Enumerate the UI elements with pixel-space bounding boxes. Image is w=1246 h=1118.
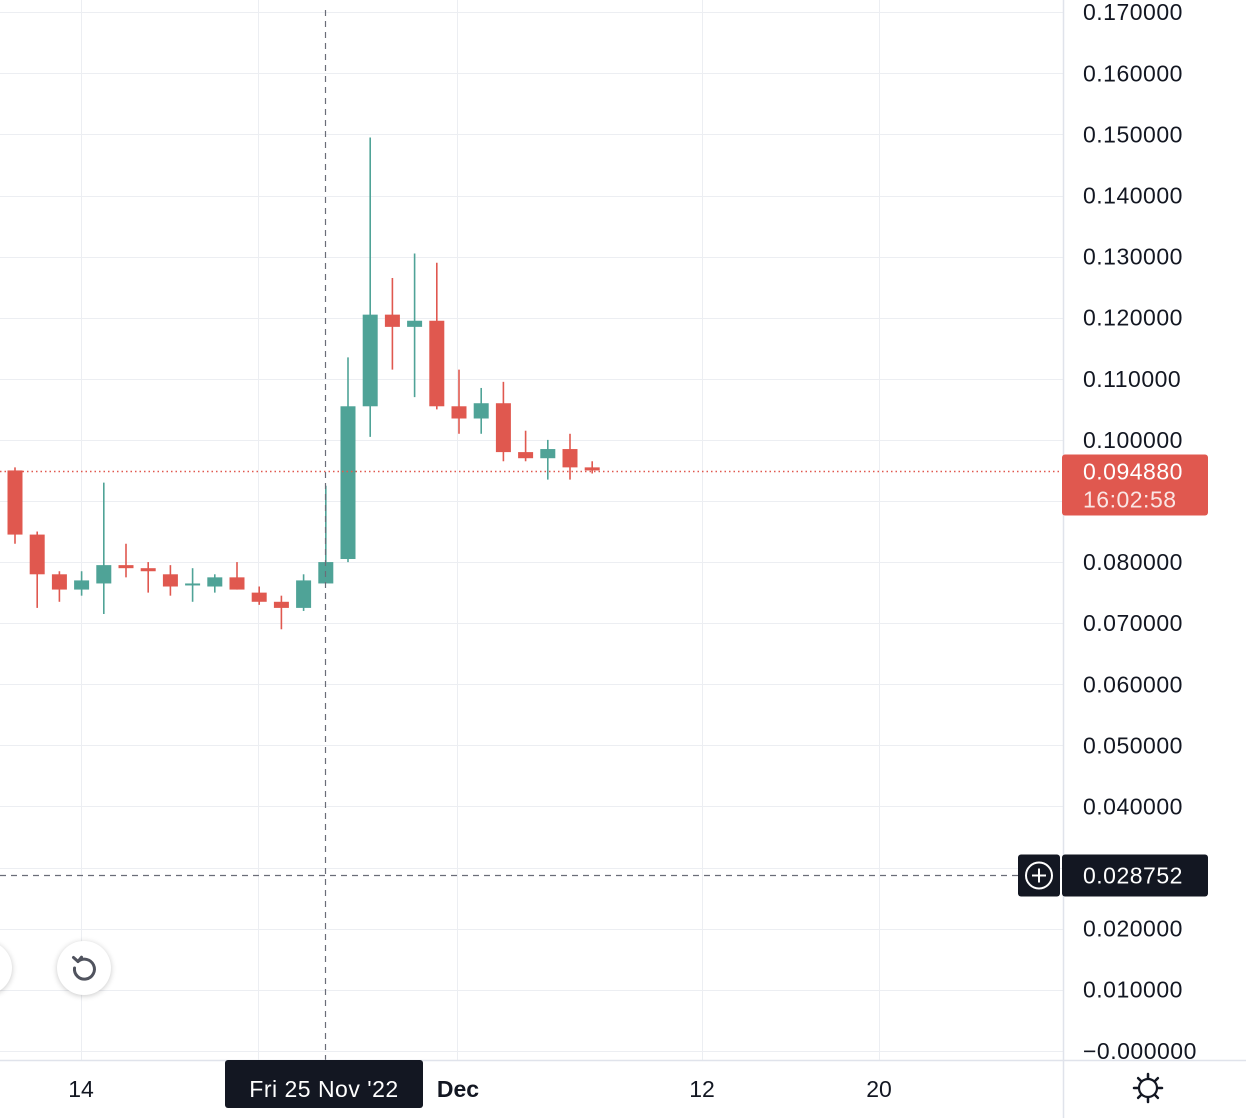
candles — [7, 137, 600, 630]
candle-body — [384, 314, 400, 327]
price-tick-label: 0.040000 — [1083, 793, 1183, 819]
candle-body — [207, 577, 223, 587]
last-price-label: 0.094880 — [1083, 459, 1183, 485]
plus-circle-icon — [1025, 861, 1053, 890]
candle — [584, 461, 600, 474]
candle-body — [362, 314, 378, 407]
candle — [340, 357, 356, 563]
candle — [473, 387, 489, 434]
candle-body — [340, 406, 356, 560]
refresh-icon — [72, 955, 96, 981]
candle-body — [495, 403, 511, 453]
candle-body — [273, 601, 289, 608]
price-tick-label: 0.070000 — [1083, 610, 1183, 636]
candle-body — [51, 574, 67, 590]
candle — [384, 277, 400, 370]
candle-body — [74, 580, 90, 590]
crosshair-price-tag-bg — [1062, 854, 1208, 897]
candle-body — [251, 592, 267, 602]
candle-body — [96, 565, 112, 584]
candle-body — [407, 320, 423, 327]
candle — [96, 482, 112, 615]
candle — [451, 369, 467, 434]
price-tick-label: 0.110000 — [1083, 366, 1181, 392]
grid-lines — [0, 0, 1063, 1060]
candle — [362, 137, 378, 437]
price-tick-label: 0.080000 — [1083, 549, 1183, 575]
overlays — [0, 10, 1063, 1060]
candle — [185, 568, 201, 602]
last-price-tag-bg — [1062, 454, 1208, 516]
crosshair-date-label: Fri 25 Nov '22 — [249, 1076, 398, 1102]
candle-body — [473, 403, 489, 419]
price-tick-label: 0.120000 — [1083, 305, 1183, 331]
candle — [7, 467, 23, 544]
candle — [207, 574, 223, 593]
candle — [429, 262, 445, 410]
candle — [540, 439, 556, 480]
price-tick-label: 0.020000 — [1083, 916, 1183, 942]
candle-body — [7, 470, 23, 535]
price-tick-label: 0.130000 — [1083, 244, 1183, 270]
candle-body — [29, 534, 45, 575]
candle — [118, 543, 134, 578]
candle-body — [229, 577, 245, 590]
candle-body — [429, 320, 445, 407]
gear-icon[interactable] — [1132, 1072, 1164, 1104]
time-tick-label: 12 — [689, 1076, 715, 1102]
price-tick-label: 0.170000 — [1083, 0, 1183, 25]
candle-body — [562, 449, 578, 468]
candle — [140, 562, 156, 593]
candle-body — [140, 568, 156, 572]
time-tick-label: Dec — [437, 1076, 479, 1102]
price-tick-label: 0.140000 — [1083, 183, 1183, 209]
candle-body — [296, 580, 312, 608]
candle-body — [540, 449, 556, 459]
candle — [318, 485, 334, 584]
countdown-label: 16:02:58 — [1083, 487, 1177, 513]
candle — [251, 586, 267, 605]
crosshair-price-label: 0.028752 — [1083, 863, 1183, 889]
candle — [495, 381, 511, 462]
time-tick-label: 20 — [866, 1076, 892, 1102]
candle-body — [118, 565, 134, 569]
crosshair-date-tag-bg — [225, 1060, 423, 1108]
price-tick-label: 0.050000 — [1083, 732, 1183, 758]
crosshair-price-tag: 0.028752 — [1062, 854, 1208, 897]
candle-body — [185, 583, 201, 586]
price-tick-label: −0.000000 — [1083, 1038, 1197, 1064]
candle — [407, 253, 423, 398]
time-tick-label: 14 — [68, 1076, 94, 1102]
candle — [273, 595, 289, 630]
candle-body — [451, 406, 467, 419]
candle — [51, 571, 67, 602]
candle — [229, 562, 245, 590]
candle — [518, 430, 534, 462]
candle-body — [162, 574, 178, 587]
crosshair-date-tag: Fri 25 Nov '22 — [225, 1060, 423, 1108]
candle — [296, 574, 312, 611]
price-tick-label: 0.100000 — [1083, 427, 1183, 453]
price-tick-label: 0.160000 — [1083, 60, 1183, 86]
candle — [562, 433, 578, 480]
price-tick-label: 0.010000 — [1083, 977, 1183, 1003]
candle-body — [584, 467, 600, 471]
candle-body — [518, 452, 534, 459]
price-tick-label: 0.060000 — [1083, 671, 1183, 697]
add-alert-button[interactable] — [1018, 854, 1060, 897]
candle — [162, 565, 178, 596]
reset-chart-button[interactable] — [57, 941, 111, 995]
candle — [74, 571, 90, 596]
price-tick-label: 0.150000 — [1083, 121, 1183, 147]
candle — [29, 531, 45, 608]
